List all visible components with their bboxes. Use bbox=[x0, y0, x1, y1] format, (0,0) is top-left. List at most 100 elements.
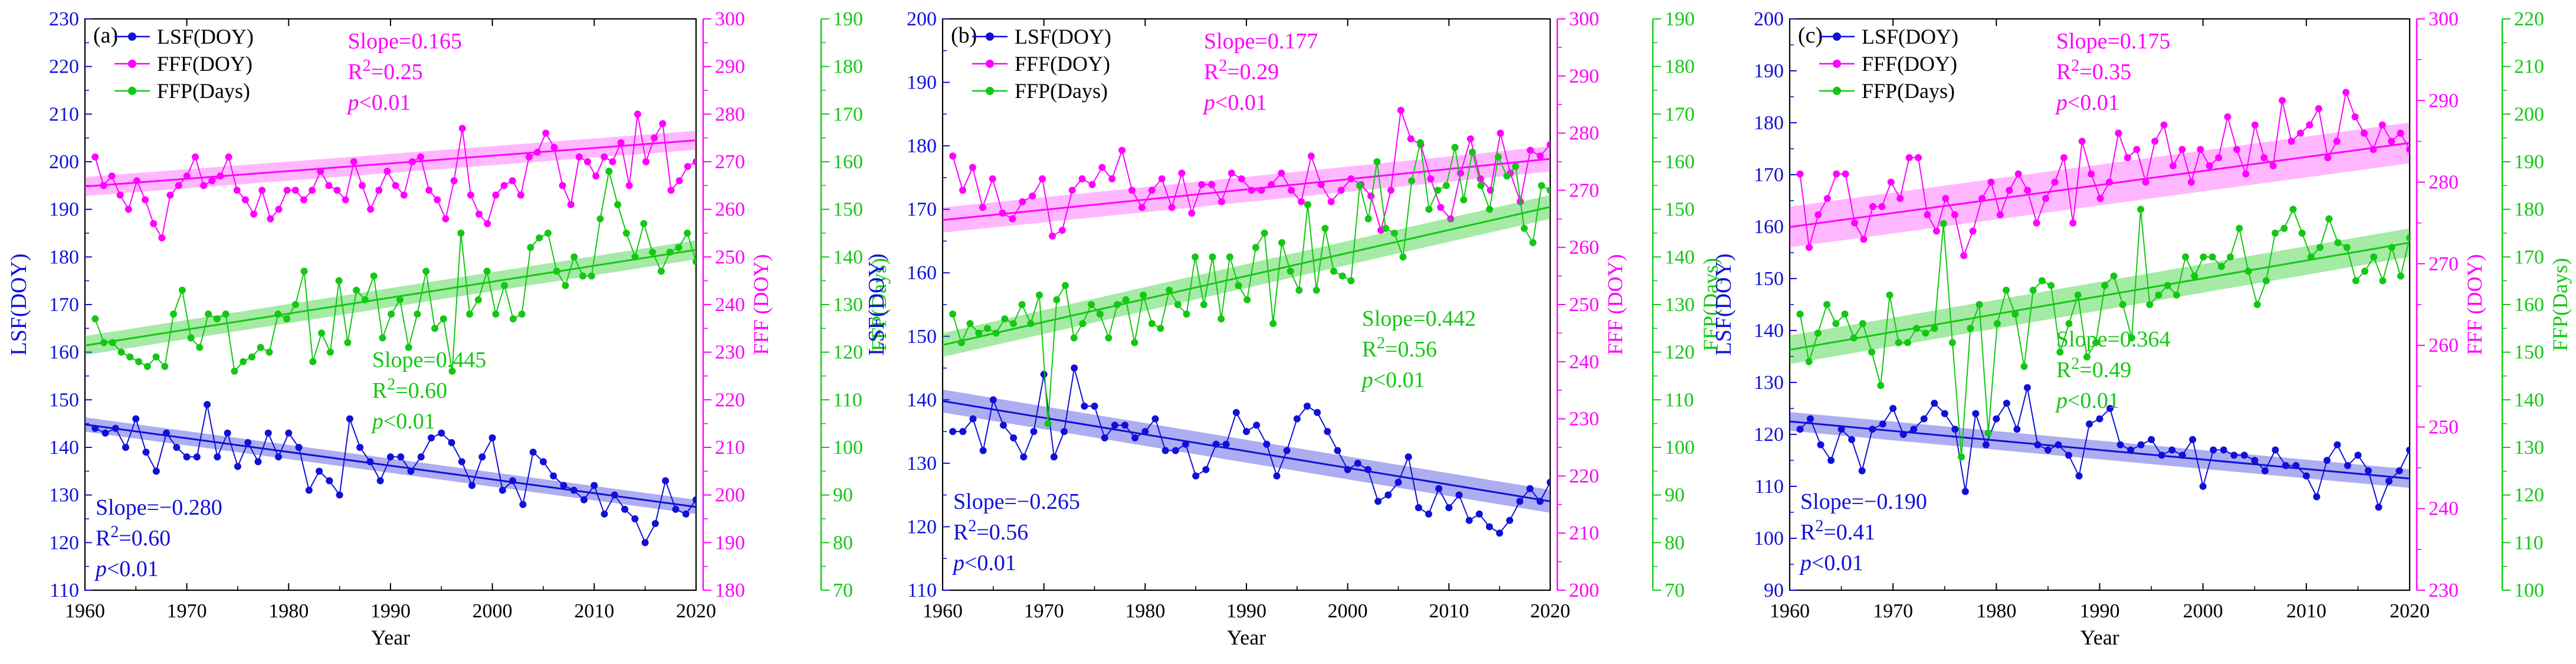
ffp-data-point bbox=[2397, 272, 2404, 280]
lsf-data-point bbox=[1931, 400, 1938, 407]
lsf-tick-label: 120 bbox=[1754, 424, 1784, 446]
fff-data-point bbox=[309, 187, 316, 194]
fff-data-point bbox=[1851, 219, 1859, 227]
ffp-data-point bbox=[1823, 301, 1831, 308]
ffp-data-point bbox=[2119, 301, 2127, 308]
ffp-data-point bbox=[1009, 320, 1017, 328]
lsf-data-point bbox=[326, 477, 333, 485]
ffp-tick-label: 170 bbox=[1665, 103, 1695, 125]
ffp-data-point bbox=[2388, 244, 2395, 251]
x-tick-label: 2000 bbox=[2183, 600, 2223, 622]
fff-data-point bbox=[166, 191, 174, 199]
lsf-tick-label: 220 bbox=[49, 56, 79, 78]
lsf-data-point bbox=[1869, 426, 1876, 433]
fff-data-point bbox=[283, 187, 291, 194]
lsf-data-point bbox=[193, 453, 201, 461]
lsf-data-point bbox=[428, 434, 435, 441]
ffp-data-point bbox=[2173, 291, 2180, 299]
ffp-tick-label: 130 bbox=[833, 294, 863, 316]
legend-label-fff: FFF(DOY) bbox=[1015, 52, 1110, 76]
ffp-data-point bbox=[1321, 224, 1329, 232]
lsf-data-point bbox=[1334, 447, 1341, 454]
ffp-data-point bbox=[1373, 158, 1381, 165]
ffp-data-point bbox=[1226, 253, 1233, 261]
lsf-data-point bbox=[91, 424, 99, 432]
fff-data-point bbox=[2324, 154, 2332, 162]
ffp-data-point bbox=[1140, 291, 1147, 299]
fff-data-point bbox=[325, 182, 333, 189]
ffp-data-point bbox=[466, 310, 474, 318]
ffp-trend-line bbox=[85, 248, 696, 346]
ffp-data-point bbox=[265, 348, 273, 356]
lsf-data-point bbox=[1405, 453, 1412, 461]
ffp-tick-label: 140 bbox=[833, 246, 863, 268]
ffp-data-point bbox=[2155, 291, 2162, 299]
fff-tick-label: 270 bbox=[1569, 179, 1599, 201]
lsf-r2-sup: 2 bbox=[1815, 517, 1823, 535]
lsf-tick-label: 170 bbox=[907, 199, 937, 221]
lsf-r2-text: R2=0.56 bbox=[953, 517, 1028, 545]
ffp-data-point bbox=[483, 267, 491, 275]
ffp-data-point bbox=[1434, 187, 1442, 194]
lsf-data-point bbox=[1000, 421, 1007, 429]
lsf-data-point bbox=[1344, 466, 1351, 473]
ffp-data-point bbox=[335, 277, 343, 284]
lsf-trend-line bbox=[1790, 420, 2410, 480]
ffp-tick-label: 180 bbox=[1665, 56, 1695, 78]
fff-tick-label: 210 bbox=[1569, 522, 1599, 544]
ffp-data-point bbox=[684, 230, 691, 237]
lsf-tick-label: 180 bbox=[49, 246, 79, 268]
fff-data-point bbox=[1029, 192, 1036, 200]
ffp-data-point bbox=[1053, 296, 1061, 303]
lsf-tick-label: 110 bbox=[50, 580, 79, 601]
lsf-data-point bbox=[1941, 410, 1948, 417]
lsf-p-text: p<0.01 bbox=[94, 557, 159, 581]
fff-tick-label: 290 bbox=[2429, 90, 2459, 112]
legend-marker-lsf bbox=[986, 32, 994, 41]
lsf-data-point bbox=[1081, 403, 1088, 410]
lsf-tick-label: 170 bbox=[1754, 164, 1784, 186]
fff-data-point bbox=[508, 177, 516, 185]
fff-data-point bbox=[467, 191, 474, 199]
fff-data-point bbox=[642, 158, 650, 165]
lsf-data-point bbox=[336, 491, 343, 499]
lsf-data-point bbox=[580, 496, 588, 503]
fff-data-point bbox=[367, 205, 375, 213]
fff-data-point bbox=[600, 153, 608, 161]
ffp-data-point bbox=[2020, 362, 2028, 370]
lsf-data-point bbox=[2148, 436, 2155, 443]
lsf-data-point bbox=[662, 477, 670, 485]
fff-data-point bbox=[2279, 97, 2286, 104]
ffp-data-point bbox=[1166, 286, 1173, 294]
x-axis-label: Year bbox=[1227, 626, 1266, 649]
ffp-data-point bbox=[2065, 320, 2073, 328]
fff-data-point bbox=[979, 204, 986, 211]
ffp-tick-label: 110 bbox=[1665, 389, 1694, 411]
fff-axis-label: FFF (DOY) bbox=[749, 254, 773, 355]
lsf-data-point bbox=[2220, 446, 2227, 454]
ffp-tick-label: 70 bbox=[1665, 580, 1685, 601]
fff-tick-label: 260 bbox=[2429, 335, 2459, 356]
fff-p-rest: <0.01 bbox=[1215, 90, 1267, 115]
lsf-tick-label: 110 bbox=[1754, 476, 1784, 498]
lsf-data-point bbox=[1222, 440, 1230, 448]
ffp-data-point bbox=[622, 230, 630, 237]
ffp-tick-label: 190 bbox=[1665, 8, 1695, 30]
lsf-data-point bbox=[2302, 472, 2310, 480]
fff-data-point bbox=[142, 196, 149, 204]
fff-data-point bbox=[1218, 198, 1225, 205]
lsf-data-point bbox=[2240, 452, 2248, 459]
lsf-data-point bbox=[1796, 426, 1804, 433]
ffp-data-point bbox=[1122, 296, 1130, 303]
fff-data-point bbox=[1497, 129, 1504, 137]
fff-tick-label: 190 bbox=[715, 532, 745, 554]
fff-data-point bbox=[1951, 211, 1958, 218]
ffp-data-point bbox=[257, 344, 264, 351]
lsf-slope-text: Slope=−0.280 bbox=[96, 495, 222, 520]
ffp-data-point bbox=[1913, 325, 1921, 332]
lsf-data-point bbox=[142, 449, 150, 456]
fff-data-point bbox=[1078, 175, 1086, 183]
fff-data-point bbox=[275, 205, 283, 213]
fff-data-point bbox=[567, 201, 575, 208]
